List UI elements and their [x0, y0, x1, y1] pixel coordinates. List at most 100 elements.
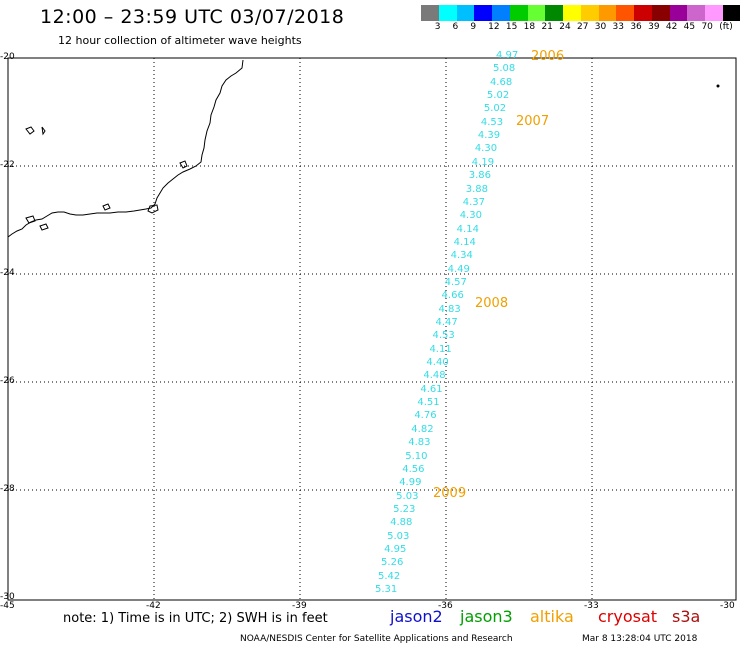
legend-swatch	[705, 5, 724, 21]
wave-height-label: 4.68	[489, 76, 513, 88]
wave-height-label: 5.26	[381, 557, 404, 569]
map-grid	[8, 58, 736, 600]
legend-label: 15	[505, 22, 518, 32]
legend-swatch	[421, 5, 439, 21]
wave-height-label: 4.56	[402, 463, 425, 475]
wave-height-label: 5.08	[492, 63, 516, 75]
coastline	[7, 59, 244, 238]
page-title: 12:00 – 23:59 UTC 03/07/2018	[40, 6, 345, 28]
longitude-tick-label: -42	[146, 601, 161, 611]
pass-time-label: 2009	[433, 486, 467, 501]
longitude-tick-label: -30	[720, 601, 735, 611]
legend-label: 6	[452, 22, 459, 32]
pass-time-label: 2007	[516, 114, 550, 129]
wave-height-label: 4.76	[414, 410, 437, 422]
footer-note: note: 1) Time is in UTC; 2) SWH is in fe…	[63, 611, 328, 626]
latitude-tick-label: -30	[0, 592, 15, 602]
legend-label: 12	[488, 22, 500, 32]
legend-swatch	[492, 5, 510, 21]
legend-swatch	[723, 5, 740, 21]
wave-height-label: 4.49	[447, 263, 470, 275]
legend-label: 27	[577, 22, 589, 32]
legend-label: 18	[523, 22, 536, 32]
latitude-tick-label: -22	[0, 160, 15, 170]
legend-label: 39	[648, 22, 660, 32]
color-legend	[421, 5, 740, 21]
satellite-s3a: s3a	[672, 607, 701, 626]
wave-height-label: 4.14	[453, 236, 476, 248]
legend-swatch	[438, 5, 457, 21]
wave-height-label: 3.88	[465, 183, 489, 195]
legend-swatch	[563, 5, 581, 21]
latitude-tick-label: -20	[0, 52, 15, 62]
wave-height-label: 4.14	[456, 223, 479, 235]
wave-height-label: 4.11	[429, 343, 452, 355]
footer-credit: NOAA/NESDIS Center for Satellite Applica…	[240, 634, 513, 644]
legend-swatch	[580, 5, 599, 21]
satellite-jason2: jason2	[390, 607, 443, 626]
legend-label: 70	[701, 22, 713, 32]
legend-swatch	[616, 5, 635, 21]
island-dot	[716, 84, 720, 88]
legend-label: 24	[559, 22, 571, 32]
wave-height-label: 4.95	[384, 543, 407, 555]
legend-swatch	[527, 5, 546, 21]
legend-label: 42	[665, 22, 678, 32]
wave-height-label: 5.23	[393, 503, 416, 515]
wave-height-label: 4.83	[408, 437, 431, 449]
wave-height-label: 4.88	[390, 517, 413, 529]
footer-timestamp: Mar 8 13:28:04 UTC 2018	[582, 634, 698, 644]
wave-height-label: 5.02	[483, 103, 507, 115]
satellite-cryosat: cryosat	[598, 607, 658, 626]
page-subtitle: 12 hour collection of altimeter wave hei…	[58, 34, 302, 47]
longitude-tick-label: -39	[292, 601, 307, 611]
longitude-tick-label: -36	[438, 601, 453, 611]
wave-height-label: 5.10	[405, 450, 428, 462]
legend-label: 21	[541, 22, 553, 32]
wave-height-label: 4.61	[420, 383, 443, 395]
legend-label: 33	[612, 22, 624, 32]
wave-height-label: 4.99	[399, 477, 422, 489]
wave-height-label: 4.40	[426, 357, 449, 369]
legend-label: 45	[683, 22, 696, 32]
legend-label: 9	[470, 22, 477, 32]
legend-swatch	[634, 5, 652, 21]
wave-height-label: 4.48	[423, 370, 446, 382]
wave-height-label: 4.97	[496, 50, 519, 61]
wave-height-label: 5.42	[378, 570, 401, 582]
latitude-tick-label: -28	[0, 484, 15, 494]
wave-height-label: 4.47	[435, 317, 458, 328]
wave-height-label: 5.02	[486, 90, 510, 102]
pass-time-label: 2008	[475, 296, 509, 311]
wave-height-label: 5.31	[375, 584, 398, 595]
legend-label: 30	[594, 22, 607, 32]
wave-height-label: 4.39	[477, 130, 501, 142]
wave-height-label: 4.30	[459, 210, 482, 222]
longitude-tick-label: -33	[584, 601, 599, 611]
legend-swatch	[545, 5, 564, 21]
wave-height-label: 5.03	[387, 530, 410, 542]
wave-height-label: 4.66	[441, 290, 464, 302]
wave-height-label: 5.03	[396, 490, 419, 502]
wave-height-label: 4.83	[438, 303, 461, 315]
legend-swatch	[474, 5, 493, 21]
legend-swatch	[651, 5, 670, 21]
wave-height-label: 4.57	[444, 276, 467, 288]
wave-height-label: 4.51	[417, 397, 440, 409]
latitude-tick-label: -26	[0, 376, 15, 386]
pass-time-label: 2006	[531, 49, 565, 64]
longitude-tick-label: -45	[0, 601, 15, 611]
wave-height-label: 4.19	[471, 156, 495, 168]
wave-height-label: 4.53	[480, 116, 504, 128]
satellite-jason3: jason3	[460, 607, 513, 626]
wave-height-label: 3.86	[468, 170, 492, 182]
legend-label: 3	[434, 22, 441, 32]
wave-height-label: 4.30	[474, 143, 498, 155]
wave-height-label: 4.37	[462, 196, 485, 208]
wave-height-label: 4.34	[450, 250, 473, 262]
legend-swatch	[598, 5, 617, 21]
legend-swatch	[456, 5, 475, 21]
legend-swatch	[687, 5, 706, 21]
wave-height-label: 4.53	[432, 330, 455, 342]
